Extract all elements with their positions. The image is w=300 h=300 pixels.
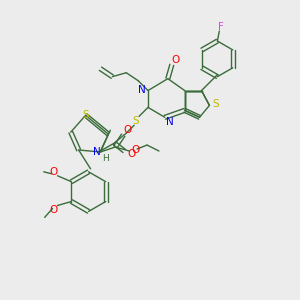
Text: S: S [212,99,219,110]
Text: S: S [82,110,89,120]
Text: F: F [218,22,224,32]
Text: O: O [50,167,58,177]
Text: N: N [93,147,101,157]
Text: N: N [166,117,174,127]
Text: S: S [133,116,140,126]
Text: O: O [127,149,135,159]
Text: O: O [172,55,180,65]
Text: H: H [102,154,109,164]
Text: O: O [50,206,58,215]
Text: N: N [138,85,146,94]
Text: O: O [131,145,139,155]
Text: O: O [123,125,131,135]
